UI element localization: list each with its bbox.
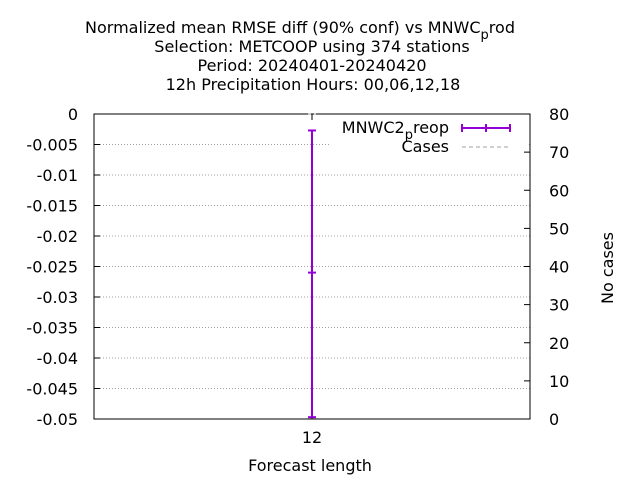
series-layer: [308, 113, 316, 419]
y2-tick-label: 40: [549, 258, 569, 277]
y2-tick-label: 10: [549, 372, 569, 391]
y2-tick-label: 20: [549, 334, 569, 353]
y-tick-label: -0.005: [26, 136, 78, 155]
y-tick-label: -0.045: [26, 380, 78, 399]
y-tick-label: -0.025: [26, 258, 78, 277]
legend-label-cases: Cases: [402, 137, 450, 156]
y2-tick-label: 30: [549, 296, 569, 315]
y2-tick-label: 50: [549, 219, 569, 238]
y-axis-right: 80 70 60 50 40 30 20 10 0: [524, 105, 569, 429]
y-tick-label: -0.01: [37, 166, 78, 185]
y2-tick-label: 0: [549, 410, 559, 429]
y-axis-left: 0 -0.005 -0.01 -0.015 -0.02 -0.025 -0.03 -0.035…: [26, 105, 100, 429]
y-tick-label: -0.015: [26, 197, 78, 216]
legend-background: [330, 117, 527, 157]
error-bar: [308, 129, 316, 419]
y2-tick-label: 70: [549, 143, 569, 162]
y-tick-label: -0.02: [37, 227, 78, 246]
y2-axis-label: No cases: [598, 232, 617, 304]
legend-label-mnwc2: MNWC2preop: [342, 118, 449, 143]
y2-tick-label: 80: [549, 105, 569, 124]
y-tick-label: -0.04: [37, 349, 78, 368]
y-tick-label: 0: [68, 105, 78, 124]
title-line-1: Normalized mean RMSE diff (90% conf) vs …: [85, 18, 515, 43]
chart-title: Normalized mean RMSE diff (90% conf) vs …: [85, 18, 515, 94]
title-line-2: Selection: METCOOP using 374 stations: [154, 37, 469, 56]
x-axis-label: Forecast length: [248, 456, 372, 475]
legend: MNWC2preop Cases: [342, 118, 511, 156]
legend-box: [330, 117, 527, 157]
y2-tick-label: 60: [549, 181, 569, 200]
legend-swatch-mnwc2: [461, 124, 511, 132]
y-tick-label: -0.035: [26, 319, 78, 338]
y-tick-label: -0.03: [37, 288, 78, 307]
y-tick-label: -0.05: [37, 410, 78, 429]
title-line-4: 12h Precipitation Hours: 00,06,12,18: [166, 75, 461, 94]
title-line-3: Period: 20240401-20240420: [197, 56, 426, 75]
x-tick-label: 12: [302, 428, 322, 447]
